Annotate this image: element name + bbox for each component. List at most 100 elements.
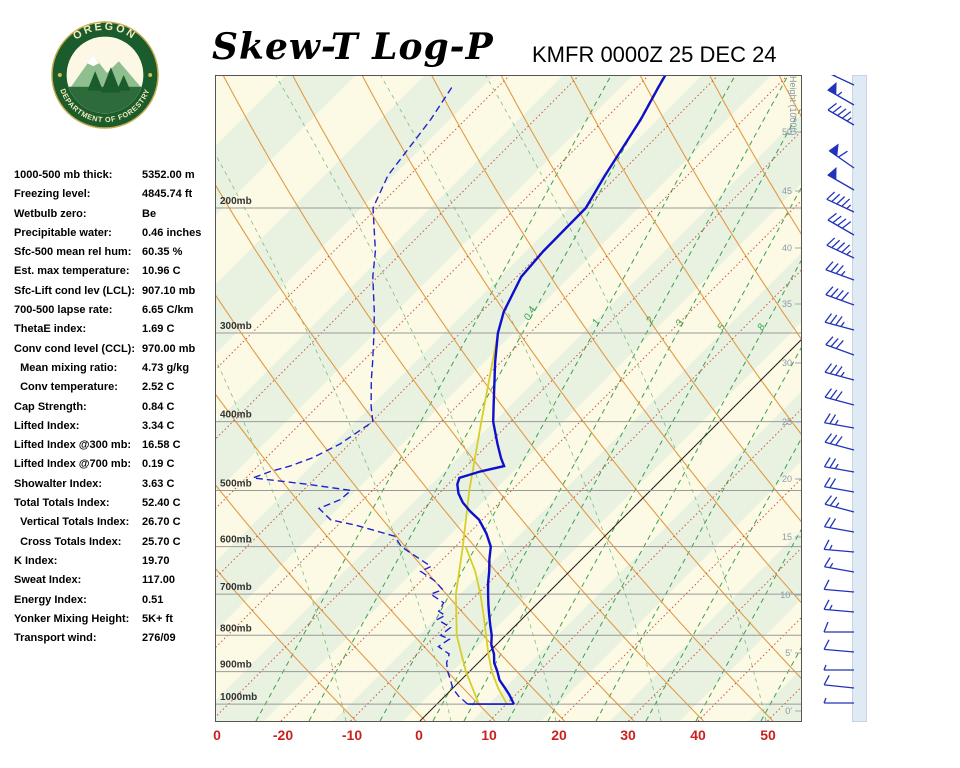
mixing-ratio-label: 1 (590, 317, 602, 327)
height-tick-label: 0' (785, 706, 792, 716)
index-row: Sweat Index: 117.00 (14, 574, 214, 593)
x-tick-label: 40 (690, 727, 706, 743)
index-label: 700-500 lapse rate: (14, 304, 113, 317)
x-tick-label: 20 (551, 727, 567, 743)
pressure-gridlines: 200mb 300mb 400mb 500mb 600mb 700mb 800mb 900mb… (216, 196, 801, 705)
height-scale: 50 45 40 35 30 25 20 15 10' 5' 0' (780, 127, 801, 716)
index-label: Lifted Index @300 mb: (14, 439, 132, 452)
logo-art (66, 36, 144, 114)
temperature-trace (456, 76, 667, 705)
pressure-label: 900mb (220, 660, 252, 671)
height-tick-label: 40 (782, 243, 792, 253)
index-value: 19.70 (142, 554, 170, 567)
wind-barb (827, 81, 855, 106)
x-tick-label: 0 (415, 727, 423, 743)
page-title: Skew-T Log-P (212, 26, 494, 68)
height-scale-strip (852, 75, 867, 722)
index-label: Precipitable water: (14, 226, 112, 239)
wind-barb (823, 599, 855, 613)
index-row: Conv cond level (CCL): 970.00 mb (14, 343, 214, 362)
index-value: 3.63 C (142, 477, 175, 490)
indices-panel: 1000-500 mb thick: 5352.00 m Freezing leve… (14, 169, 214, 651)
wind-barb (824, 313, 855, 331)
index-row: Lifted Index: 3.34 C (14, 420, 214, 439)
x-tick-label: 0 (213, 727, 221, 743)
index-label: Lifted Index: (14, 419, 80, 432)
index-label: Cap Strength: (14, 400, 87, 413)
height-tick-label: 15 (782, 532, 792, 542)
index-value: 970.00 mb (142, 342, 196, 355)
height-tick-label: 10' (780, 590, 792, 600)
skewt-canvas: 200mb 300mb 400mb 500mb 600mb 700mb 800mb 900mb… (216, 76, 801, 721)
x-tick-label: -10 (341, 727, 363, 743)
index-label: Energy Index: (14, 593, 87, 606)
x-tick-label: 50 (760, 727, 776, 743)
index-row: 700-500 lapse rate: 6.65 C/km (14, 304, 214, 323)
index-label: Conv temperature: (14, 381, 118, 394)
index-value: 25.70 C (142, 535, 181, 548)
index-value: 0.51 (142, 593, 164, 606)
mixing-ratio-label: 2 (644, 315, 657, 327)
height-tick-label: 35 (782, 299, 792, 309)
wind-barb (828, 143, 855, 169)
index-row: ThetaE index: 1.69 C (14, 323, 214, 342)
wind-barb (824, 433, 855, 451)
index-label: Est. max temperature: (14, 265, 130, 278)
index-label: Vertical Totals Index: (14, 516, 130, 529)
wind-barb (824, 363, 855, 381)
index-row: Mean mixing ratio: 4.73 g/kg (14, 362, 214, 381)
wind-barb (823, 675, 855, 689)
pressure-label: 600mb (220, 535, 252, 546)
wind-barb (823, 639, 855, 653)
height-tick-label: 50 (782, 127, 792, 137)
index-value: 276/09 (142, 632, 176, 645)
index-row: Total Totals Index: 52.40 C (14, 497, 214, 516)
wind-barb (825, 286, 855, 306)
parcel-trace (454, 332, 499, 705)
index-row: Est. max temperature: 10.96 C (14, 265, 214, 284)
wind-barb (826, 191, 855, 213)
index-label: K Index: (14, 554, 58, 567)
wind-barb (823, 517, 855, 533)
index-label: Total Totals Index: (14, 497, 110, 510)
wind-barb (825, 336, 855, 356)
index-row: K Index: 19.70 (14, 555, 214, 574)
index-row: Conv temperature: 2.52 C (14, 381, 214, 400)
index-row: Vertical Totals Index: 26.70 C (14, 516, 214, 535)
index-label: Transport wind: (14, 632, 97, 645)
dewpoint-trace (252, 86, 469, 705)
index-row: Showalter Index: 3.63 C (14, 478, 214, 497)
pressure-label: 400mb (220, 410, 252, 421)
x-tick-label: -20 (272, 727, 294, 743)
index-row: Precipitable water: 0.46 inches (14, 227, 214, 246)
index-label: ThetaE index: (14, 323, 87, 336)
wind-barb (824, 388, 855, 406)
index-row: Sfc-Lift cond lev (LCL): 907.10 mb (14, 285, 214, 304)
zero-isotherm (419, 339, 801, 721)
height-tick-label: 30 (782, 358, 792, 368)
index-value: 10.96 C (142, 265, 181, 278)
wind-barb (823, 621, 854, 633)
index-row: Freezing level: 4845.74 ft (14, 188, 214, 207)
mixing-ratio-label: 3 (674, 318, 687, 329)
index-value: 16.58 C (142, 439, 181, 452)
index-row: Yonker Mixing Height: 5K+ ft (14, 613, 214, 632)
x-tick-label: 30 (620, 727, 636, 743)
index-label: Sfc-500 mean rel hum: (14, 246, 132, 259)
index-label: Wetbulb zero: (14, 207, 87, 220)
pressure-label: 200mb (220, 196, 252, 207)
wind-barb (825, 261, 855, 281)
height-tick-label: 5' (785, 648, 792, 658)
pressure-label: 700mb (220, 582, 252, 593)
pressure-label: 800mb (220, 623, 252, 634)
dry-adiabats (216, 76, 801, 721)
index-row: Sfc-500 mean rel hum: 60.35 % (14, 246, 214, 265)
height-tick-label: 45 (782, 186, 792, 196)
index-label: 1000-500 mb thick: (14, 169, 113, 181)
index-value: 3.34 C (142, 419, 175, 432)
wind-barb (823, 413, 855, 429)
index-label: Showalter Index: (14, 477, 103, 490)
x-axis: 0 -20 -10 0 10 20 30 40 50 (213, 727, 800, 749)
index-value: 2.52 C (142, 381, 175, 394)
wind-barb (827, 102, 855, 126)
